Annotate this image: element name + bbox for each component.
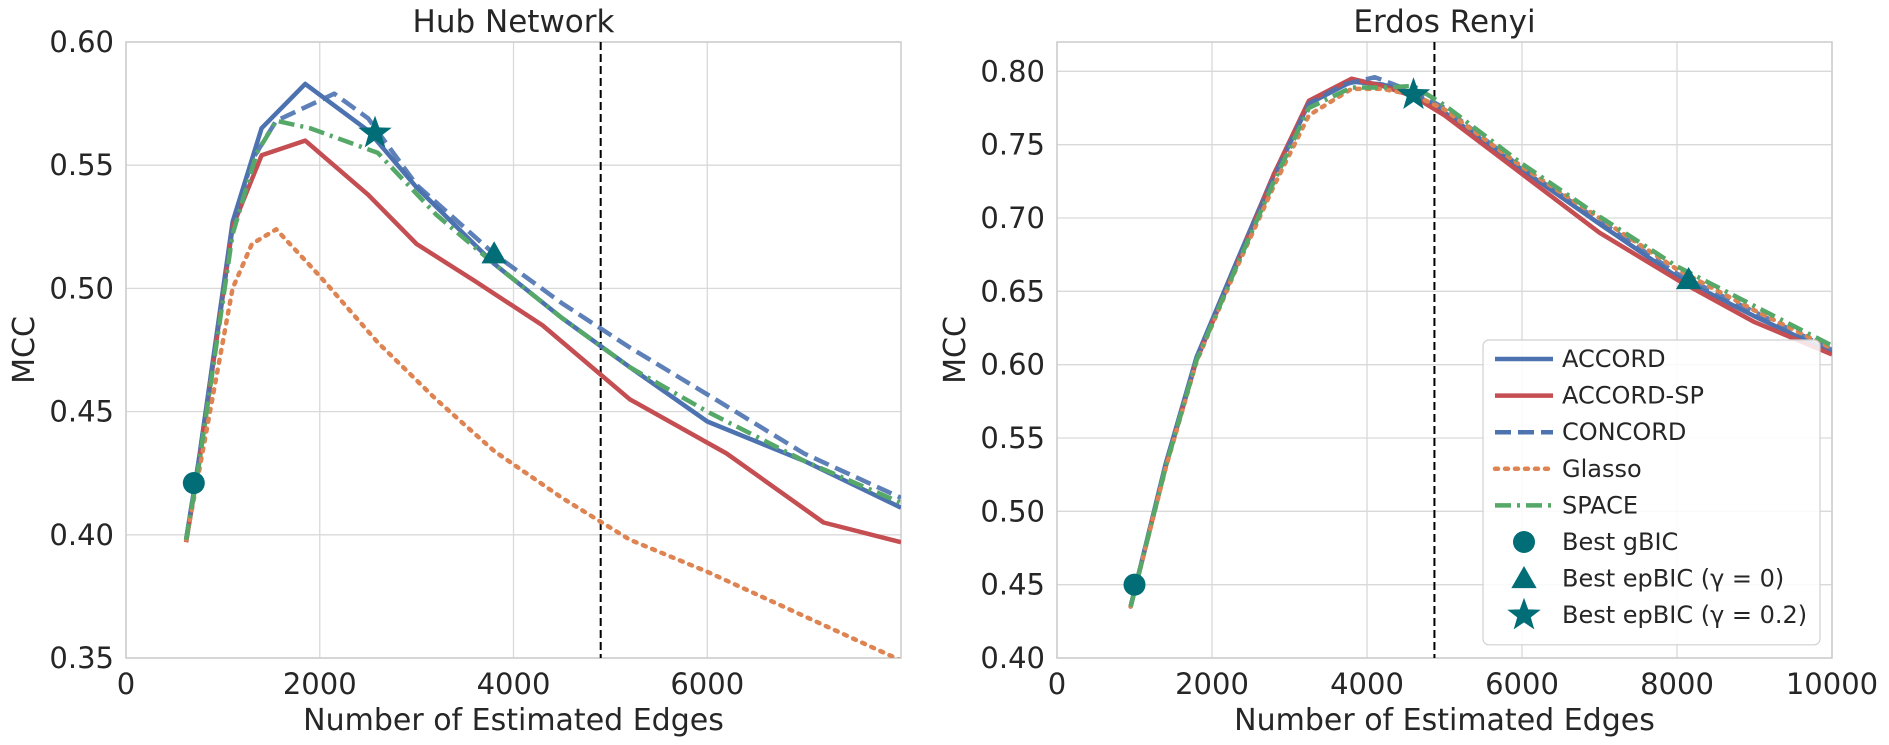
x-tick-label: 2000 (1175, 667, 1249, 701)
x-tick-label: 4000 (477, 667, 551, 701)
legend-marker (1513, 531, 1535, 553)
legend-marker (1507, 597, 1541, 630)
y-tick-label: 0.45 (49, 395, 114, 429)
x-axis-label: Number of Estimated Edges (303, 703, 724, 738)
marker-best-gbic (182, 472, 205, 495)
x-tick-label: 0 (1048, 667, 1066, 701)
marker-best-epbic-0 (481, 241, 507, 264)
y-tick-label: 0.50 (980, 494, 1045, 528)
x-tick-label: 6000 (670, 667, 744, 701)
legend-marker (1511, 565, 1537, 589)
x-tick-label: 6000 (1485, 667, 1559, 701)
y-tick-label: 0.70 (980, 201, 1045, 235)
erdos-renyi-plot: 0 2000 4000 6000 8000 10000 0.40 0.45 0.50 0.55 0.… (938, 4, 1878, 738)
legend-label: Glasso (1562, 455, 1642, 483)
legend-label: SPACE (1562, 491, 1638, 519)
y-tick-label: 0.55 (49, 148, 114, 182)
series-line-accord (183, 81, 901, 541)
series-line-space (183, 118, 901, 541)
legend-box (1482, 339, 1821, 646)
y-tick-label: 0.60 (49, 25, 114, 59)
hub-network-plot: 0 2000 4000 6000 0.35 0.40 0.45 0.50 0.55 0.60 Hub… (7, 4, 902, 738)
chart-title: Hub Network (413, 4, 615, 40)
legend-label: Best epBIC (γ = 0) (1562, 565, 1784, 593)
y-tick-label: 0.75 (980, 128, 1045, 162)
marker-best-epbic-0-2 (358, 115, 392, 148)
series-group (183, 81, 901, 658)
y-axis-label: MCC (938, 316, 973, 384)
legend-label: Best epBIC (γ = 0.2) (1562, 601, 1807, 629)
legend-label: Best gBIC (1562, 528, 1678, 556)
legend-item-accord-sp: ACCORD-SP (1495, 382, 1704, 410)
x-axis-label: Number of Estimated Edges (1234, 703, 1655, 738)
y-tick-label: 0.65 (980, 274, 1045, 308)
y-tick-label: 0.60 (980, 348, 1045, 382)
x-tick-label: 8000 (1640, 667, 1714, 701)
gridlines (125, 41, 901, 659)
y-axis-label: MCC (7, 316, 42, 384)
y-tick-label: 0.40 (49, 518, 114, 552)
legend-item-best-epbic-0-2: Best epBIC (γ = 0.2) (1507, 597, 1807, 630)
marker-best-gbic (1123, 573, 1146, 596)
legend-item-best-epbic-0: Best epBIC (γ = 0) (1511, 565, 1784, 593)
legend-item-best-gbic: Best gBIC (1513, 528, 1678, 556)
y-tick-label: 0.50 (49, 271, 114, 305)
x-tick-label: 0 (117, 667, 135, 701)
x-tick-label: 4000 (1330, 667, 1404, 701)
legend-item-glasso: Glasso (1492, 455, 1642, 483)
marker-best-epbic-0-2 (1396, 77, 1431, 109)
legend-label: ACCORD-SP (1562, 382, 1704, 410)
plot-frame (125, 41, 902, 659)
series-line-glasso (183, 227, 901, 658)
x-tick-label: 10000 (1786, 667, 1878, 701)
series-line-space (1128, 83, 1832, 608)
y-tick-label: 0.55 (980, 421, 1045, 455)
legend-item-concord: CONCORD (1495, 418, 1686, 446)
series-line-accord-sp (183, 138, 901, 545)
series-line-concord (183, 91, 901, 541)
legend-item-space: SPACE (1495, 491, 1638, 519)
legend-item-accord: ACCORD (1495, 345, 1666, 373)
x-tick-label: 2000 (283, 667, 357, 701)
chart-title: Erdos Renyi (1353, 4, 1535, 40)
legend: ACCORD ACCORD-SP CONCORD Glasso SPACE Best gB… (1482, 339, 1821, 646)
marker-best-epbic-0 (1675, 266, 1702, 290)
y-tick-label: 0.40 (980, 641, 1045, 675)
y-tick-label: 0.35 (49, 641, 114, 675)
legend-label: CONCORD (1562, 418, 1686, 446)
legend-label: ACCORD (1562, 345, 1666, 373)
y-tick-label: 0.45 (980, 568, 1045, 602)
series-group (1128, 74, 1832, 609)
y-tick-label: 0.80 (980, 54, 1045, 88)
